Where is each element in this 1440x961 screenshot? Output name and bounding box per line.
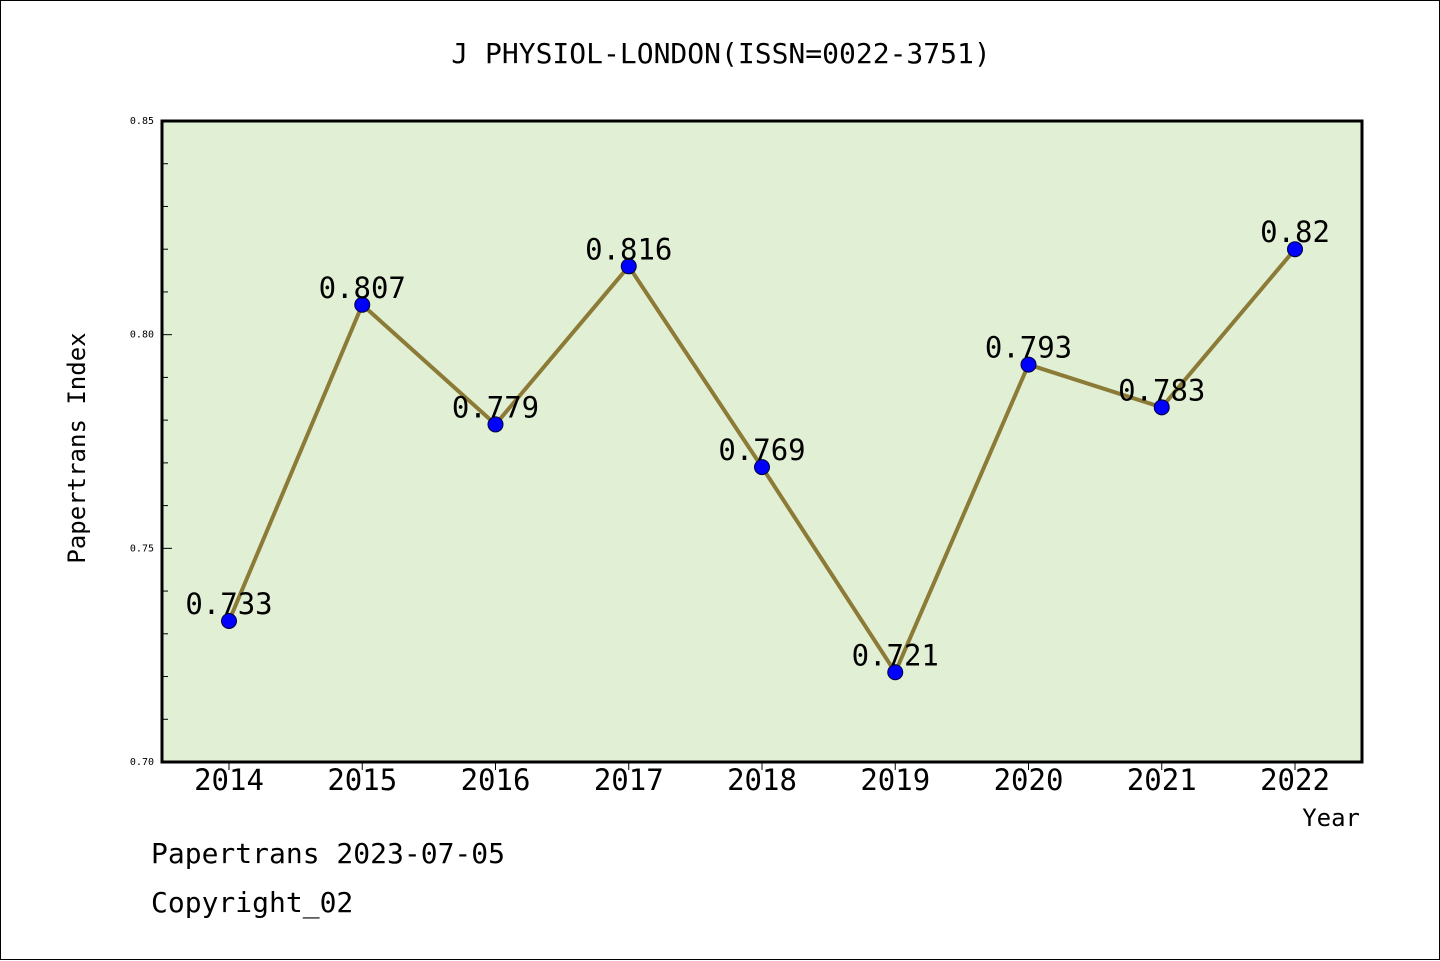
data-label: 0.779 <box>452 390 539 424</box>
data-label: 0.793 <box>985 331 1072 365</box>
data-point-marker <box>620 258 637 275</box>
data-point-marker <box>487 416 504 433</box>
y-axis-title: Papertrans Index <box>63 332 91 563</box>
data-point-marker <box>221 612 237 629</box>
data-label: 0.807 <box>319 271 406 305</box>
x-tick-label: 2015 <box>327 763 397 797</box>
x-tick-label: 2021 <box>1127 763 1197 797</box>
x-tick-label: 2016 <box>461 763 531 797</box>
x-tick-label: 2018 <box>727 763 797 797</box>
data-point-marker <box>1020 356 1037 373</box>
x-tick-label: 2017 <box>594 763 664 797</box>
data-label: 0.783 <box>1118 373 1205 407</box>
data-point-marker <box>754 459 770 476</box>
data-label: 0.816 <box>585 232 672 266</box>
y-tick-label: 0.85 <box>130 116 154 127</box>
data-label: 0.721 <box>852 638 939 672</box>
data-point-marker <box>887 664 904 681</box>
plot-frame <box>160 119 1364 764</box>
data-label: 0.733 <box>185 587 272 621</box>
plot-area <box>162 121 1362 762</box>
data-point-marker <box>1287 241 1303 258</box>
x-tick-label: 2019 <box>860 763 930 797</box>
data-label: 0.769 <box>718 433 805 467</box>
y-tick-label: 0.80 <box>130 330 154 341</box>
footer-date-text: Papertrans 2023-07-05 <box>151 837 506 870</box>
x-axis-title: Year <box>1302 804 1360 832</box>
x-tick-label: 2020 <box>994 763 1064 797</box>
chart-title: J PHYSIOL-LONDON(ISSN=0022-3751) <box>451 37 991 70</box>
data-label: 0.82 <box>1260 215 1330 249</box>
x-tick-label: 2014 <box>194 763 264 797</box>
data-point-marker <box>1153 399 1170 416</box>
footer-copyright-text: Copyright_02 <box>151 886 354 919</box>
data-point-marker <box>354 296 371 313</box>
x-tick-label: 2022 <box>1260 763 1330 797</box>
y-tick-label: 0.70 <box>130 757 154 768</box>
y-tick-label: 0.75 <box>130 543 154 554</box>
